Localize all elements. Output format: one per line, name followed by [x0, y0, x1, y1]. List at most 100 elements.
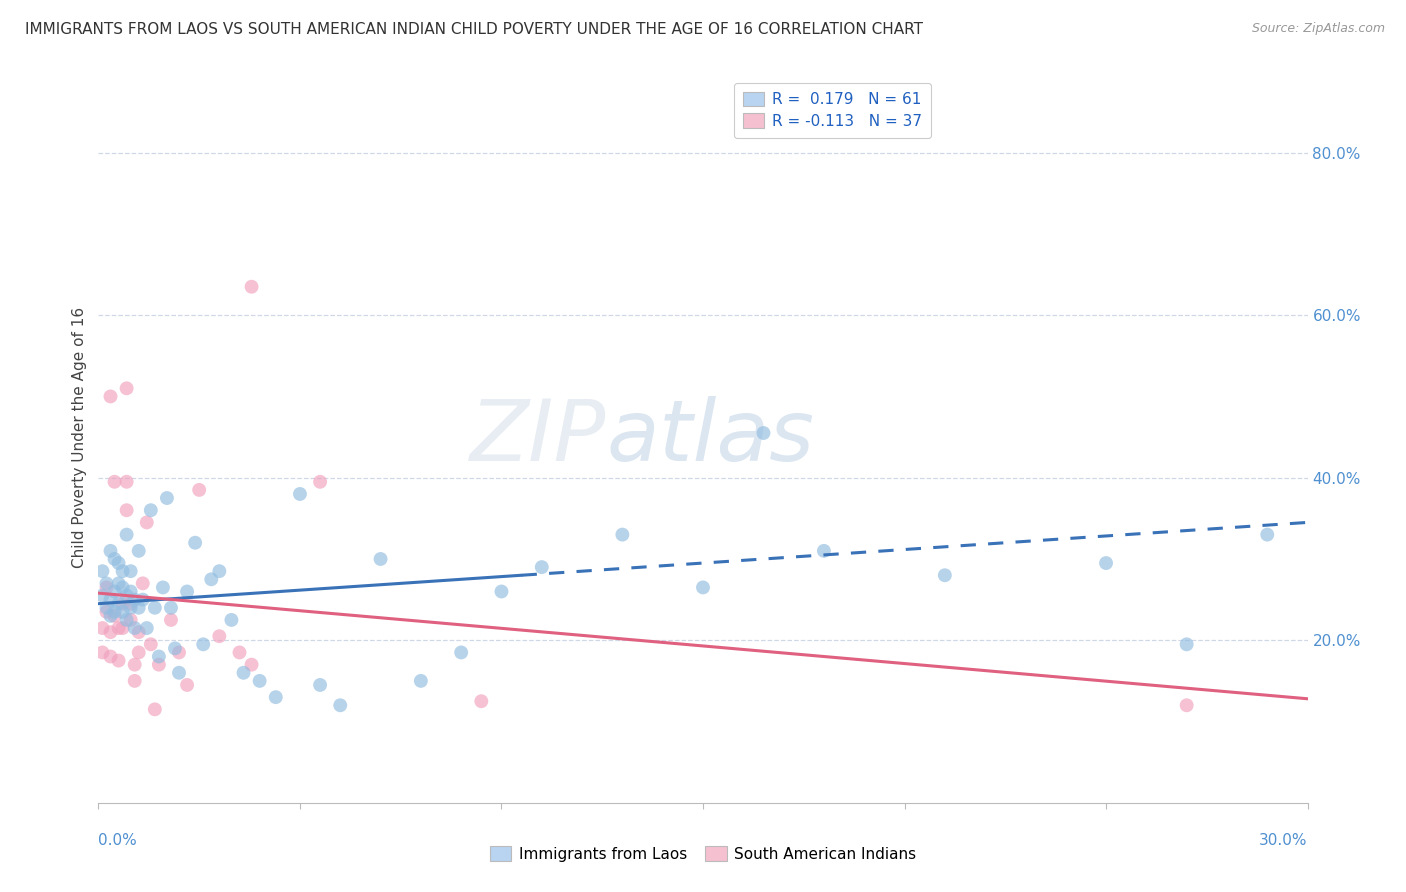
Point	[128, 600, 150, 615]
Point	[143, 600, 166, 615]
Point	[409, 673, 432, 688]
Point	[530, 560, 553, 574]
Point	[491, 584, 513, 599]
Point	[100, 389, 122, 403]
Point	[288, 487, 311, 501]
Point	[103, 608, 125, 623]
Point	[934, 568, 956, 582]
Point	[91, 564, 114, 578]
Point	[115, 381, 138, 395]
Point	[124, 673, 146, 688]
Point	[96, 600, 118, 615]
Text: ZIP: ZIP	[470, 395, 606, 479]
Point	[91, 621, 114, 635]
Point	[228, 645, 250, 659]
Point	[184, 535, 207, 549]
Point	[120, 613, 142, 627]
Point	[100, 625, 122, 640]
Point	[240, 279, 263, 293]
Point	[111, 621, 134, 635]
Point	[152, 581, 174, 595]
Point	[100, 592, 122, 607]
Point	[1175, 637, 1198, 651]
Point	[103, 605, 125, 619]
Legend: R =  0.179   N = 61, R = -0.113   N = 37: R = 0.179 N = 61, R = -0.113 N = 37	[734, 83, 931, 138]
Point	[115, 527, 138, 541]
Point	[139, 637, 162, 651]
Point	[329, 698, 352, 713]
Point	[100, 649, 122, 664]
Point	[135, 516, 157, 530]
Point	[96, 581, 118, 595]
Point	[111, 605, 134, 619]
Point	[309, 678, 332, 692]
Point	[221, 613, 243, 627]
Point	[752, 425, 775, 440]
Point	[120, 564, 142, 578]
Point	[100, 608, 122, 623]
Point	[111, 581, 134, 595]
Point	[148, 657, 170, 672]
Text: Source: ZipAtlas.com: Source: ZipAtlas.com	[1251, 22, 1385, 36]
Point	[264, 690, 287, 705]
Point	[450, 645, 472, 659]
Text: 0.0%: 0.0%	[98, 833, 138, 848]
Point	[143, 702, 166, 716]
Point	[148, 649, 170, 664]
Y-axis label: Child Poverty Under the Age of 16: Child Poverty Under the Age of 16	[72, 307, 87, 567]
Point	[100, 544, 122, 558]
Text: atlas: atlas	[606, 395, 814, 479]
Point	[120, 600, 142, 615]
Point	[1095, 556, 1118, 570]
Point	[128, 625, 150, 640]
Point	[124, 657, 146, 672]
Point	[200, 572, 222, 586]
Point	[107, 576, 129, 591]
Point	[91, 645, 114, 659]
Point	[139, 503, 162, 517]
Point	[124, 621, 146, 635]
Point	[176, 678, 198, 692]
Point	[128, 645, 150, 659]
Point	[160, 600, 183, 615]
Point	[107, 654, 129, 668]
Point	[176, 584, 198, 599]
Point	[188, 483, 211, 497]
Point	[240, 657, 263, 672]
Point	[103, 584, 125, 599]
Point	[91, 589, 114, 603]
Point	[124, 592, 146, 607]
Point	[111, 597, 134, 611]
Point	[208, 564, 231, 578]
Point	[470, 694, 492, 708]
Point	[612, 527, 634, 541]
Point	[156, 491, 179, 505]
Point	[115, 503, 138, 517]
Point	[128, 544, 150, 558]
Point	[132, 576, 155, 591]
Point	[370, 552, 392, 566]
Point	[309, 475, 332, 489]
Point	[96, 605, 118, 619]
Point	[232, 665, 254, 680]
Text: 30.0%: 30.0%	[1260, 833, 1308, 848]
Point	[115, 475, 138, 489]
Point	[163, 641, 186, 656]
Point	[249, 673, 271, 688]
Point	[103, 552, 125, 566]
Point	[120, 597, 142, 611]
Point	[692, 581, 714, 595]
Point	[208, 629, 231, 643]
Point	[1256, 527, 1278, 541]
Point	[132, 592, 155, 607]
Point	[96, 576, 118, 591]
Point	[107, 556, 129, 570]
Point	[193, 637, 215, 651]
Point	[1175, 698, 1198, 713]
Point	[107, 597, 129, 611]
Text: IMMIGRANTS FROM LAOS VS SOUTH AMERICAN INDIAN CHILD POVERTY UNDER THE AGE OF 16 : IMMIGRANTS FROM LAOS VS SOUTH AMERICAN I…	[25, 22, 924, 37]
Point	[115, 613, 138, 627]
Point	[111, 564, 134, 578]
Point	[135, 621, 157, 635]
Point	[103, 475, 125, 489]
